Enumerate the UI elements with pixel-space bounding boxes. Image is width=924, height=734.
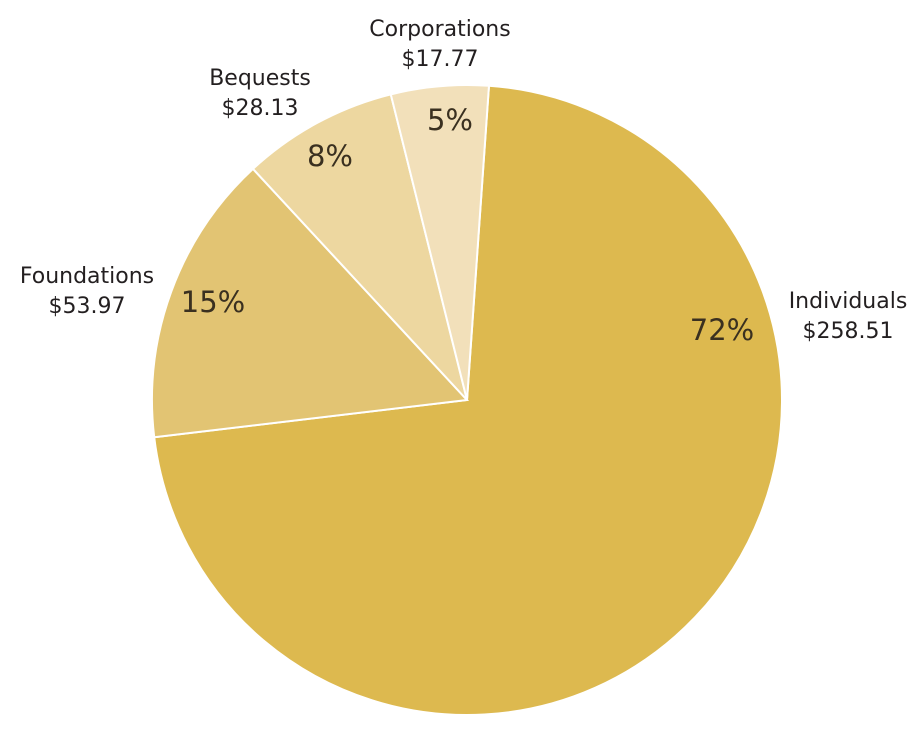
slice-percent-label: 5%: [427, 103, 473, 137]
slice-value-label: $17.77: [402, 47, 479, 72]
slice-percent-label: 72%: [690, 313, 754, 347]
pie-slice-bequests: [251, 93, 468, 401]
slice-percent-label: 15%: [181, 285, 245, 319]
pie-slice-foundations: [151, 167, 470, 439]
pie-slice-corporations: [389, 84, 491, 401]
slice-percent-label: 8%: [307, 139, 353, 173]
slice-label: Individuals: [789, 289, 908, 314]
slice-value-label: $28.13: [222, 96, 299, 121]
slice-label: Foundations: [20, 264, 154, 289]
slice-label: Corporations: [369, 17, 510, 42]
slice-value-label: $53.97: [49, 294, 126, 319]
slice-label: Bequests: [209, 66, 311, 91]
slice-value-label: $258.51: [803, 319, 894, 344]
